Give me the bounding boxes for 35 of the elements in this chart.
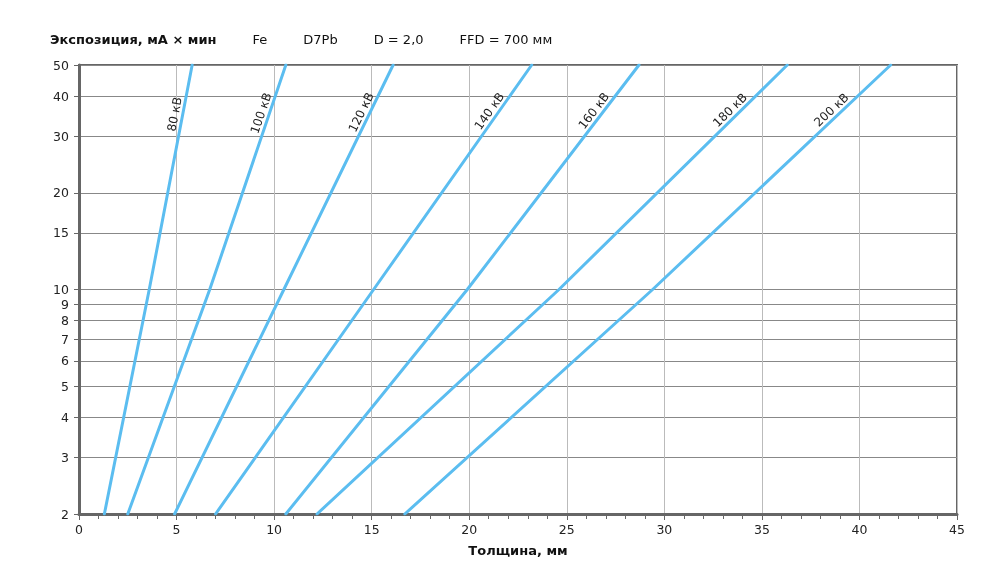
text: FFD = 700 мм xyxy=(459,31,553,49)
text: 200 кВ xyxy=(811,90,852,130)
y-tick-label: 30 xyxy=(53,128,70,144)
x-tick-label: 30 xyxy=(656,522,673,537)
text: Fe xyxy=(252,31,268,49)
text: 180 кВ xyxy=(710,90,750,130)
y-tick-label: 40 xyxy=(53,88,70,104)
text: 100 кВ xyxy=(247,90,275,136)
x-tick-label: 20 xyxy=(461,522,478,537)
y-tick-label: 3 xyxy=(61,449,69,465)
text: 120 кВ xyxy=(345,90,377,135)
y-tick-label: 10 xyxy=(53,282,70,297)
y-tick-label: 8 xyxy=(61,313,70,329)
x-tick-label: 45 xyxy=(949,522,965,537)
y-tick-label: 9 xyxy=(61,296,70,312)
text: D = 2,0 xyxy=(373,31,424,49)
text: D7Pb xyxy=(303,31,338,49)
y-tick-label: 2 xyxy=(61,506,69,522)
x-tick-label: 15 xyxy=(363,522,380,537)
text: 80 кВ xyxy=(164,95,185,133)
y-tick-label: 6 xyxy=(61,353,70,369)
y-axis-title: Экспозиция, мА × мин xyxy=(50,31,217,49)
y-tick-label: 20 xyxy=(53,185,70,201)
x-axis-title: Толщина, мм xyxy=(468,543,568,558)
y-tick-label: 50 xyxy=(53,57,70,73)
y-tick-label: 5 xyxy=(61,378,69,394)
x-tick-label: 40 xyxy=(851,522,868,537)
x-tick-label: 35 xyxy=(753,522,770,537)
x-tick-label: 25 xyxy=(558,522,575,537)
x-tick-label: 5 xyxy=(172,522,181,537)
x-tick-label: 10 xyxy=(266,522,283,537)
y-tick-label: 4 xyxy=(61,409,70,425)
y-tick-label: 7 xyxy=(61,331,69,347)
y-tick-label: 15 xyxy=(53,225,69,241)
x-tick-label: 0 xyxy=(75,522,84,537)
